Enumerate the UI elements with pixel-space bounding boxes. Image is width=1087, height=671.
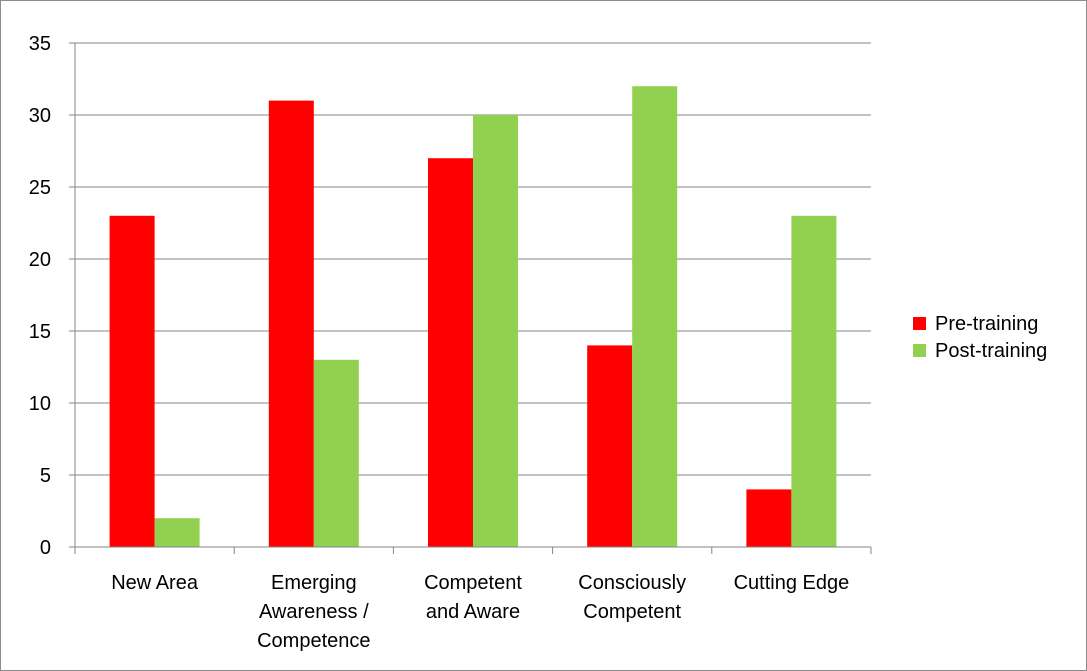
- bar-post-training-0: [154, 518, 200, 547]
- x-category-label: Competent and Aware: [424, 572, 522, 623]
- legend: Pre-training Post-training: [913, 313, 1047, 362]
- bar-pre-training-3: [587, 345, 633, 547]
- y-tick-label: 25: [29, 177, 51, 199]
- legend-label: Post-training: [935, 340, 1047, 362]
- bar-pre-training-2: [428, 158, 473, 547]
- bars: [109, 86, 837, 548]
- legend-label: Pre-training: [935, 313, 1038, 335]
- legend-swatch: [913, 344, 926, 357]
- x-category-label-line: Emerging: [271, 572, 357, 594]
- y-tick-label: 5: [40, 465, 51, 487]
- bar-pre-training-4: [746, 489, 792, 547]
- x-category-label: Cutting Edge: [734, 572, 850, 594]
- bar-post-training-2: [473, 115, 518, 547]
- x-category-label-line: Competent: [583, 601, 681, 623]
- x-category-label-line: and Aware: [426, 601, 520, 623]
- x-category-labels: New Area Emerging Awareness / Competence Com…: [111, 572, 849, 652]
- axes: [69, 42, 872, 554]
- y-tick-label: 30: [29, 105, 51, 127]
- y-tick-label: 0: [40, 537, 51, 559]
- x-category-label: New Area: [111, 572, 199, 594]
- y-tick-label: 20: [29, 249, 51, 271]
- bar-pre-training-0: [109, 215, 155, 548]
- bar-pre-training-1: [268, 100, 314, 547]
- y-tick-labels: 0 5 10 15 20 25 30 35: [29, 33, 51, 559]
- bar-post-training-1: [313, 359, 359, 547]
- x-category-label: Consciously Competent: [578, 572, 686, 623]
- x-category-label-line: Competence: [257, 630, 370, 652]
- x-category-label: Emerging Awareness / Competence: [257, 572, 370, 652]
- x-category-label-line: Awareness /: [259, 601, 369, 623]
- x-category-label-line: Consciously: [578, 572, 686, 594]
- bar-post-training-3: [632, 86, 678, 547]
- y-tick-label: 35: [29, 33, 51, 55]
- x-category-label-line: Competent: [424, 572, 522, 594]
- y-tick-label: 15: [29, 321, 51, 343]
- bar-post-training-4: [791, 215, 837, 548]
- x-category-label-line: New Area: [111, 572, 199, 594]
- x-category-label-line: Cutting Edge: [734, 572, 850, 594]
- y-tick-label: 10: [29, 393, 51, 415]
- legend-swatch: [913, 317, 926, 330]
